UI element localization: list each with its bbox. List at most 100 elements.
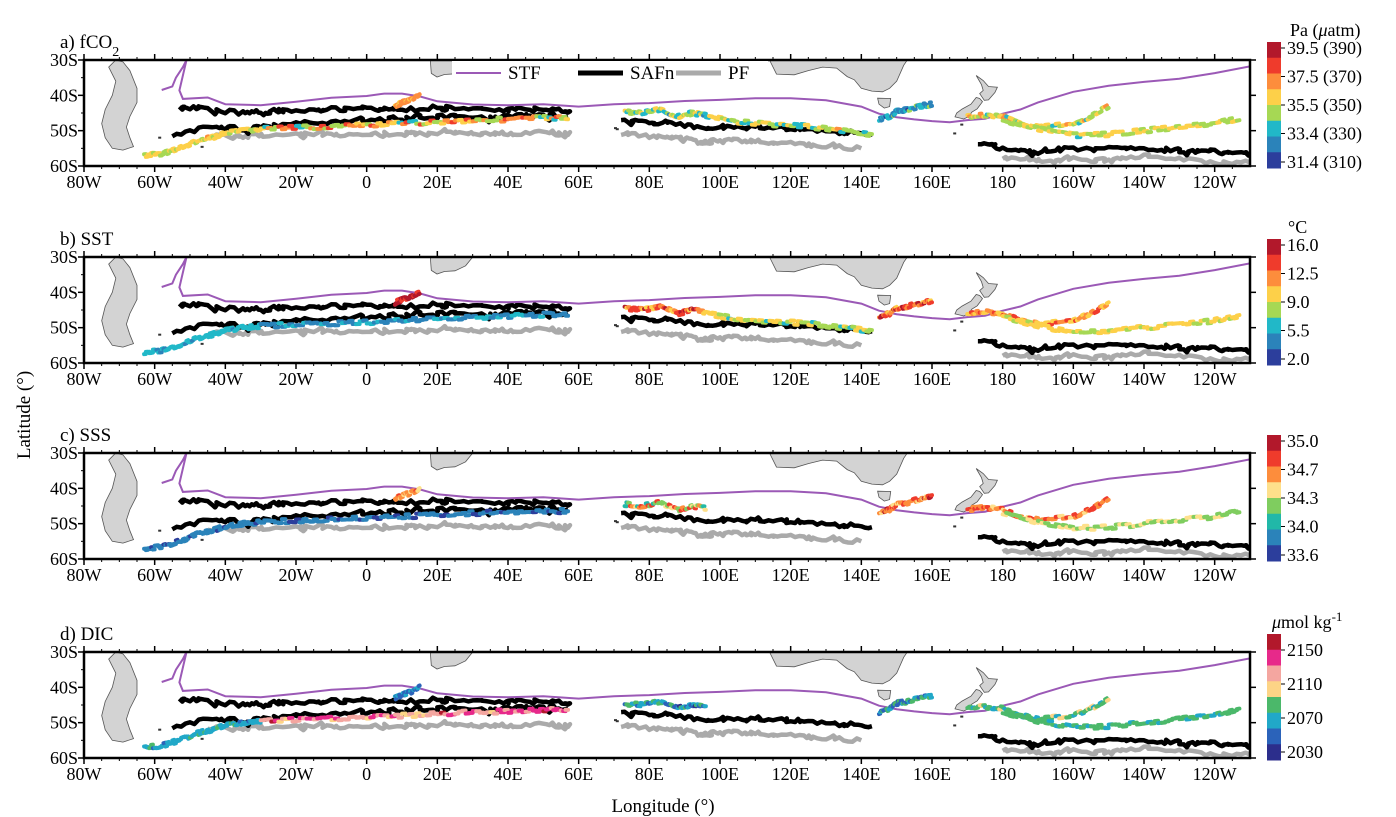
ship-track [622,106,708,121]
track-segment [1053,522,1062,527]
track-segment [1025,319,1033,325]
track-segment [890,110,896,116]
y-axis-label: Latitude (°) [14,371,35,459]
island-mark [614,719,617,722]
track-segment [1103,496,1109,502]
lat-tick-label: 40S [50,282,78,302]
colorbar-swatch [1267,649,1281,666]
colorbar-swatch [1267,665,1281,682]
lon-tick-label: 20W [279,172,314,192]
colorbar-title: μmol kg-1 [1271,609,1342,633]
track-segment [1043,520,1051,526]
track-segment [1014,122,1023,128]
ship-track [1000,313,1242,336]
lon-tick-label: 160E [913,764,951,784]
safn-front-line [177,496,573,511]
lon-tick-label: 0 [362,172,371,192]
lat-tick-label: 40S [50,478,78,498]
australia-land [768,59,909,93]
lon-tick-label: 180 [989,172,1016,192]
lat-tick-label: 50S [50,121,78,141]
lon-tick-label: 20W [279,369,314,389]
colorbar-swatch [1267,681,1281,698]
track-segment [1032,324,1040,330]
track-segment [1080,312,1086,318]
colorbar-swatch [1267,105,1281,122]
lon-tick-label: 140W [1122,764,1166,784]
track-segment [168,741,175,746]
colorbar-swatch [1267,712,1281,729]
ship-track [703,113,874,138]
lon-tick-label: 40W [208,764,243,784]
track-segment [1225,711,1232,716]
track-segment [1000,512,1009,518]
track-segment [661,501,668,507]
lon-tick-label: 140E [842,172,880,192]
track-segment [1076,120,1083,126]
lon-tick-label: 60W [137,172,172,192]
new-zealand-north-land [975,468,999,494]
lat-tick-label: 50S [50,713,78,733]
track-segment [719,316,727,321]
lon-tick-label: 0 [362,369,371,389]
track-segment [1021,322,1030,327]
track-segment [1067,524,1076,529]
plot-area [142,60,1250,166]
track-segment [893,304,899,310]
colorbar-swatch [1267,450,1281,467]
lon-tick-label: 120W [1193,172,1237,192]
lat-tick-label: 50S [50,318,78,338]
track-segment [732,119,740,124]
track-segment [1004,114,1010,120]
track-segment [1025,714,1033,720]
ship-track [392,289,422,307]
track-segment [665,307,671,313]
lon-tick-label: 40W [208,369,243,389]
colorbar-swatch [1267,89,1281,106]
lon-tick-label: 180 [989,565,1016,585]
lon-tick-label: 80E [635,764,664,784]
lon-tick-label: 40W [208,565,243,585]
track-segment [416,486,422,491]
pf-front-line [207,718,573,733]
colorbar-swatch [1267,349,1281,366]
ship-track [142,518,263,553]
track-segment [889,309,895,315]
land-masses [101,59,999,151]
australia-land [768,256,909,290]
new-zealand-north-land [975,75,999,101]
tasmania-land [877,689,892,701]
track-segment [1043,323,1051,328]
panel-label: b) SST [60,229,114,250]
new-zealand-south-land [954,689,984,712]
lon-tick-label: 60E [564,172,593,192]
new-zealand-south-land [954,97,984,120]
island-mark [953,132,957,135]
track-segment [713,314,721,320]
track-segment [1090,506,1097,512]
pf-front-line [207,323,573,338]
track-segment [1007,312,1014,318]
track-segment [1081,510,1088,516]
colorbar-swatch [1267,270,1281,287]
track-segment [416,291,422,297]
safn-front-line [620,709,873,730]
track-segment [1094,501,1101,507]
ship-track [142,717,263,751]
island-mark [200,737,204,740]
track-segment [1025,125,1033,131]
track-segment [1097,109,1104,115]
lon-tick-label: 140E [842,764,880,784]
colorbar-tick-label: 31.4 (310) [1287,152,1362,173]
lon-tick-label: 160W [1051,172,1095,192]
track-segment [1039,717,1048,723]
track-segment [1032,124,1040,130]
colorbar-tick-label: 37.5 (370) [1287,67,1362,88]
lat-tick-label: 60S [50,549,78,569]
colorbar-swatch [1267,73,1281,90]
pf-front-line [1001,152,1250,166]
ship-track [258,506,571,526]
